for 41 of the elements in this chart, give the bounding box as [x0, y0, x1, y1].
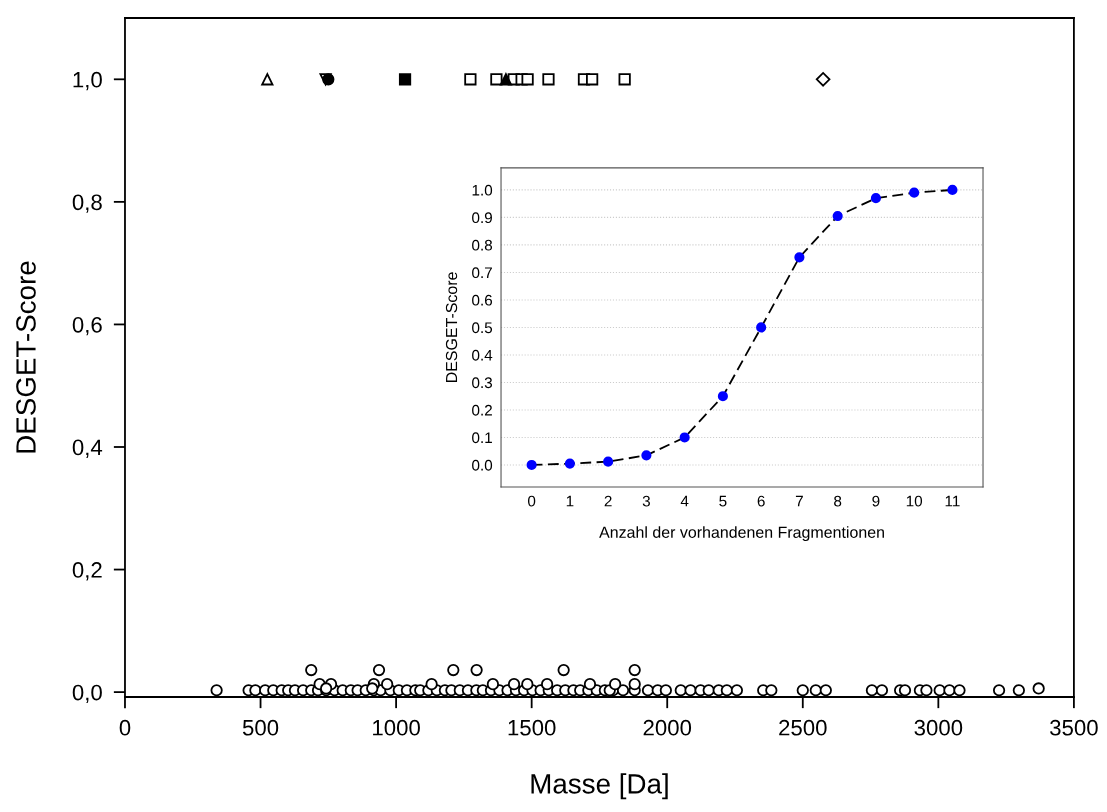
x-tick-label: 2: [604, 495, 612, 507]
y-tick-label: 0,2: [72, 562, 102, 581]
y-tick-label: 0.8: [472, 239, 493, 251]
y-tick-label: 0.6: [472, 294, 493, 306]
x-tick-label: 9: [872, 495, 880, 507]
x-tick-label: 500: [242, 719, 279, 736]
y-tick-label: 0.1: [472, 432, 492, 444]
x-tick-label: 10: [906, 495, 923, 507]
x-tick-label: 0: [527, 495, 536, 507]
x-tick-label: 6: [757, 495, 765, 507]
x-tick-label: 0: [119, 719, 131, 736]
x-tick-label: 11: [945, 495, 960, 507]
x-tick-label: 1: [566, 495, 574, 507]
y-tick-label: 0,4: [72, 439, 103, 458]
x-tick-label: 4: [680, 495, 689, 507]
x-tick-label: 8: [834, 495, 842, 507]
y-tick-label: 0,0: [72, 684, 102, 704]
x-axis-title: Anzahl der vorhandenen Fragmentionen: [599, 526, 884, 542]
x-tick-label: 3: [642, 495, 650, 507]
x-tick-label: 7: [795, 495, 803, 507]
y-tick-label: 1.0: [472, 184, 493, 196]
y-axis-title: DESGET-Score: [445, 272, 458, 383]
x-tick-label: 2500: [779, 719, 827, 736]
x-tick-label: 2000: [643, 719, 692, 736]
y-tick-label: 0.0: [472, 459, 493, 471]
y-tick-label: 0.7: [472, 267, 492, 279]
y-axis-title: DESGET-Score: [16, 261, 36, 453]
x-tick-label: 3500: [1050, 719, 1098, 736]
y-tick-label: 0.9: [472, 212, 492, 224]
y-tick-label: 0.4: [472, 349, 493, 361]
x-axis-title: Masse [Da]: [531, 773, 668, 800]
x-tick-label: 1000: [373, 719, 420, 736]
y-tick-label: 0,8: [72, 194, 102, 213]
y-tick-label: 0.3: [472, 377, 493, 389]
x-tick-label: 1500: [508, 719, 556, 736]
x-tick-label: 3000: [914, 719, 963, 736]
x-tick-label: 5: [719, 495, 727, 507]
y-tick-label: 0.2: [472, 404, 492, 416]
y-tick-label: 0.5: [472, 322, 493, 334]
y-tick-label: 1,0: [73, 71, 102, 91]
y-tick-label: 0,6: [72, 316, 102, 336]
